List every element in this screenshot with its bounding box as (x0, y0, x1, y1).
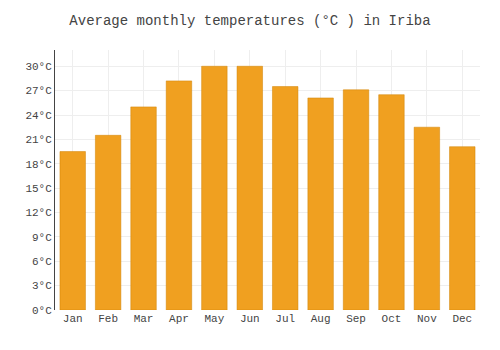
svg-text:May: May (204, 313, 224, 325)
svg-text:27°C: 27°C (25, 85, 52, 97)
svg-text:Apr: Apr (169, 313, 189, 325)
svg-text:15°C: 15°C (25, 183, 52, 195)
svg-text:Mar: Mar (134, 313, 154, 325)
svg-text:Dec: Dec (452, 313, 472, 325)
svg-text:18°C: 18°C (25, 159, 52, 171)
svg-text:Jan: Jan (63, 313, 83, 325)
svg-text:Jul: Jul (275, 313, 295, 325)
svg-text:Sep: Sep (346, 313, 366, 325)
svg-text:30°C: 30°C (25, 61, 52, 73)
svg-text:21°C: 21°C (25, 134, 52, 146)
svg-text:9°C: 9°C (32, 232, 52, 244)
svg-text:Aug: Aug (311, 313, 331, 325)
svg-text:3°C: 3°C (32, 280, 52, 292)
svg-text:12°C: 12°C (25, 207, 52, 219)
svg-text:0°C: 0°C (32, 305, 52, 317)
svg-text:24°C: 24°C (25, 110, 52, 122)
svg-text:Oct: Oct (382, 313, 402, 325)
svg-text:Average monthly temperatures (: Average monthly temperatures (°C ) in Ir… (69, 13, 430, 29)
svg-text:Jun: Jun (240, 313, 260, 325)
svg-text:6°C: 6°C (32, 256, 52, 268)
svg-text:Feb: Feb (98, 313, 118, 325)
svg-text:Nov: Nov (417, 313, 437, 325)
